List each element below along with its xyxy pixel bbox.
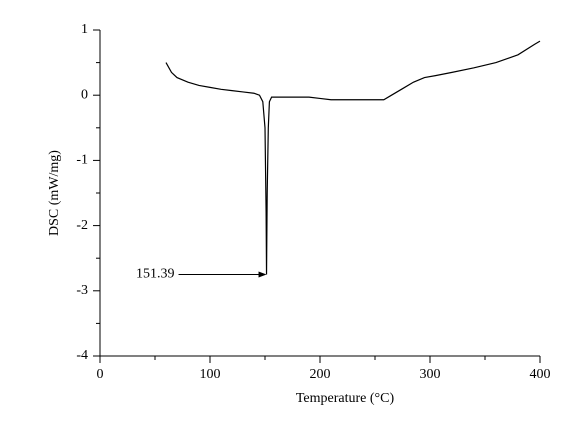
x-axis-title: Temperature (°C) (296, 391, 395, 406)
annotation-arrowhead (258, 271, 267, 278)
y-tick-label: 0 (81, 87, 88, 102)
y-tick-label: -1 (76, 153, 88, 168)
x-tick-label: 200 (310, 367, 331, 382)
x-tick-label: 300 (420, 367, 441, 382)
x-tick-label: 0 (97, 367, 104, 382)
y-tick-label: -3 (76, 283, 88, 298)
annotation-label: 151.39 (136, 267, 175, 282)
y-tick-label: -4 (76, 348, 88, 363)
y-axis-title: DSC (mW/mg) (47, 150, 62, 236)
dsc-curve (165, 40, 541, 275)
y-tick-label: 1 (81, 22, 88, 37)
x-tick-label: 100 (200, 367, 221, 382)
x-tick-label: 400 (530, 367, 551, 382)
y-tick-label: -2 (76, 218, 88, 233)
